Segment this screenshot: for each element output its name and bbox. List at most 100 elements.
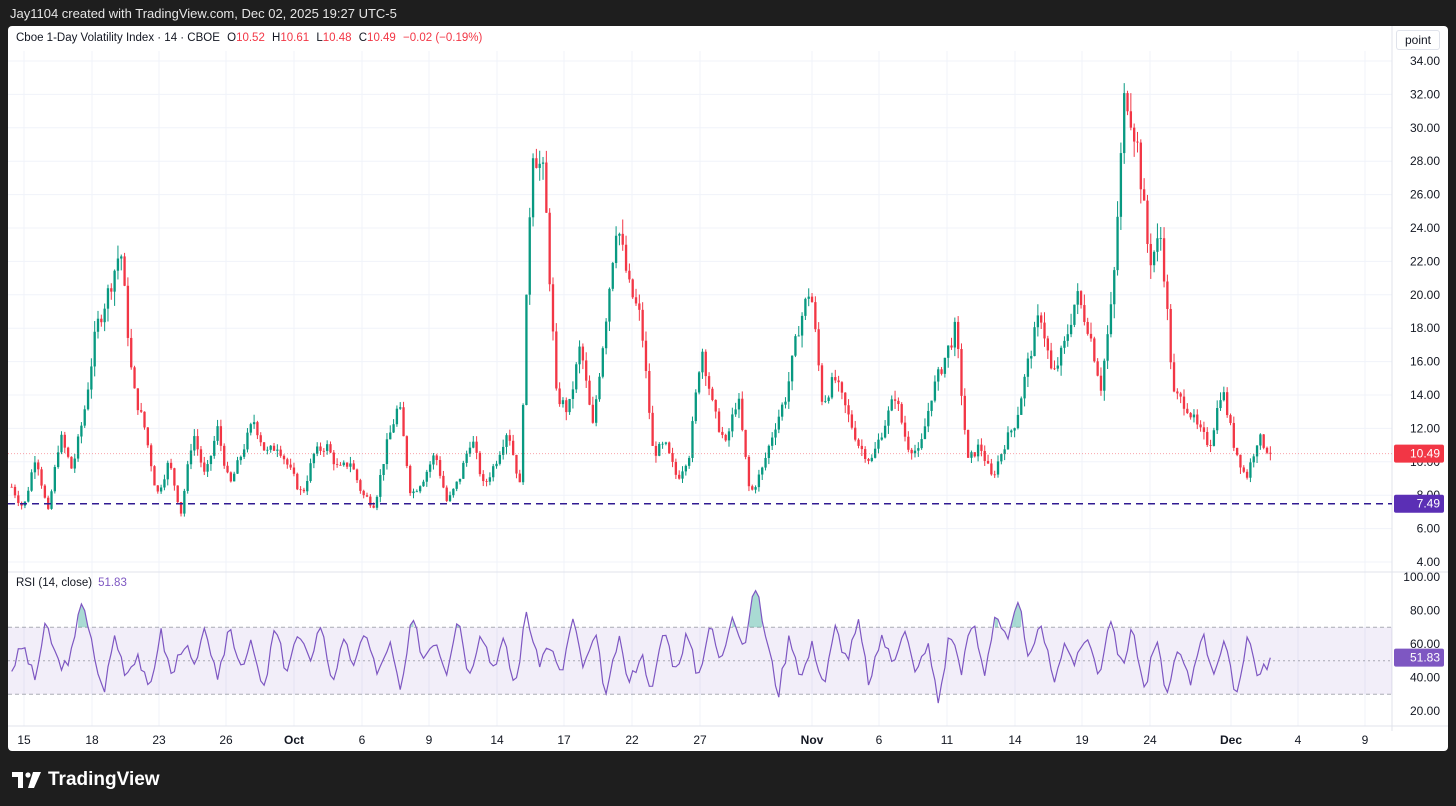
candle-body xyxy=(106,288,110,309)
candle-body xyxy=(27,490,30,502)
candle-body xyxy=(1262,434,1265,448)
candle-body xyxy=(452,488,455,496)
candle-body xyxy=(900,404,903,423)
candle-body xyxy=(422,481,425,487)
candle-body xyxy=(1099,375,1103,391)
candle-body xyxy=(1103,360,1106,391)
candle-body xyxy=(993,474,996,476)
candle-body xyxy=(432,455,435,465)
rsi-line xyxy=(11,589,1271,704)
rsi-tick-label: 60.00 xyxy=(1410,637,1440,651)
candle-body xyxy=(349,463,352,467)
candle-body xyxy=(920,439,923,449)
candle-body xyxy=(50,491,53,509)
candle-body xyxy=(873,448,877,458)
candle-body xyxy=(595,399,598,423)
candle-body xyxy=(800,315,804,336)
candle-body xyxy=(176,485,179,503)
rsi-value-badge-text: 51.83 xyxy=(1410,651,1440,665)
scale-mode-button[interactable]: point xyxy=(1396,30,1440,50)
candle-body xyxy=(814,302,817,330)
candle-body xyxy=(1249,462,1252,478)
candle-body xyxy=(418,486,422,492)
time-tick-label: 17 xyxy=(557,733,571,747)
candle-body xyxy=(322,450,326,452)
candle-body xyxy=(764,457,767,468)
time-axis[interactable]: 15 18 23 26 Oct 6 9 14 17 22 27 Nov 6 11 14 19 24 Dec 4 9 xyxy=(8,725,1448,747)
candle-body xyxy=(325,444,329,451)
candle-body xyxy=(219,426,223,446)
price-tick-label: 30.00 xyxy=(1410,121,1440,135)
candle-body xyxy=(1172,362,1176,392)
candle-body xyxy=(226,465,229,473)
candle-body xyxy=(661,443,664,445)
candle-body xyxy=(233,473,236,482)
price-tick-label: 26.00 xyxy=(1410,188,1440,202)
candle-body xyxy=(1129,111,1133,128)
candle-body xyxy=(1056,365,1059,369)
candle-body xyxy=(937,369,940,382)
candle-body xyxy=(239,456,242,461)
candle-body xyxy=(741,398,744,430)
rsi-axis[interactable]: 100.00 80.00 60.00 40.00 20.00 xyxy=(1403,570,1440,718)
candle-body xyxy=(1206,431,1209,446)
candle-body xyxy=(754,487,757,490)
candle-body xyxy=(641,309,644,341)
candle-body xyxy=(402,407,405,437)
candle-body xyxy=(1109,304,1113,335)
candle-body xyxy=(113,270,116,292)
candle-body xyxy=(292,467,296,474)
candle-body xyxy=(598,376,601,400)
candle-body xyxy=(169,462,173,469)
time-tick-label: 26 xyxy=(219,733,233,747)
candle-body xyxy=(1040,315,1043,323)
candle-body xyxy=(824,400,827,402)
candle-body xyxy=(30,472,33,491)
candle-body xyxy=(276,449,279,451)
candle-body xyxy=(485,481,488,482)
price-axis[interactable]: 34.00 32.00 30.00 28.00 26.00 24.00 22.00 20.00… xyxy=(1410,54,1440,569)
candle-body xyxy=(751,486,754,490)
candle-body xyxy=(804,298,807,316)
candle-body xyxy=(442,475,445,488)
candle-body xyxy=(1255,445,1259,457)
candle-body xyxy=(575,364,578,390)
candle-body xyxy=(734,409,737,415)
candle-body xyxy=(601,348,604,377)
time-tick-label: 24 xyxy=(1143,733,1157,747)
candle-body xyxy=(425,471,428,482)
candle-body xyxy=(777,416,780,430)
candle-body xyxy=(1252,456,1255,463)
candle-body xyxy=(1086,321,1089,334)
candle-body xyxy=(415,491,418,493)
candle-body xyxy=(203,462,206,472)
rsi-legend[interactable]: RSI (14, close) 51.83 xyxy=(16,577,127,589)
candle-body xyxy=(1063,340,1066,348)
candle-body xyxy=(269,445,272,450)
tradingview-logo-text: TradingView xyxy=(48,769,160,790)
candle-body xyxy=(1043,322,1046,339)
candle-body xyxy=(548,212,551,285)
candle-body xyxy=(116,258,120,271)
candle-body xyxy=(794,336,797,356)
chart-canvas[interactable]: 34.00 32.00 30.00 28.00 26.00 24.00 22.00 20.00… xyxy=(8,26,1448,751)
candle-body xyxy=(1176,391,1179,394)
candle-body xyxy=(159,487,163,492)
candle-body xyxy=(492,466,495,478)
candle-body xyxy=(591,404,595,423)
tradingview-logo[interactable]: TradingView xyxy=(12,769,160,791)
price-tick-label: 14.00 xyxy=(1410,388,1440,402)
candle-body xyxy=(1126,93,1129,112)
candle-body xyxy=(1212,430,1216,446)
candle-body xyxy=(704,351,707,377)
candle-body xyxy=(767,445,771,458)
candle-body xyxy=(359,480,362,491)
symbol-legend[interactable]: Cboe 1-Day Volatility Index · 14 · CBOE … xyxy=(16,32,482,44)
candle-body xyxy=(236,460,239,474)
candle-body xyxy=(731,414,734,432)
candle-body xyxy=(960,349,963,396)
candle-body xyxy=(299,489,302,491)
chart-card[interactable]: 34.00 32.00 30.00 28.00 26.00 24.00 22.00 20.00… xyxy=(8,26,1448,751)
candle-body xyxy=(66,447,70,457)
candle-body xyxy=(1222,392,1226,401)
